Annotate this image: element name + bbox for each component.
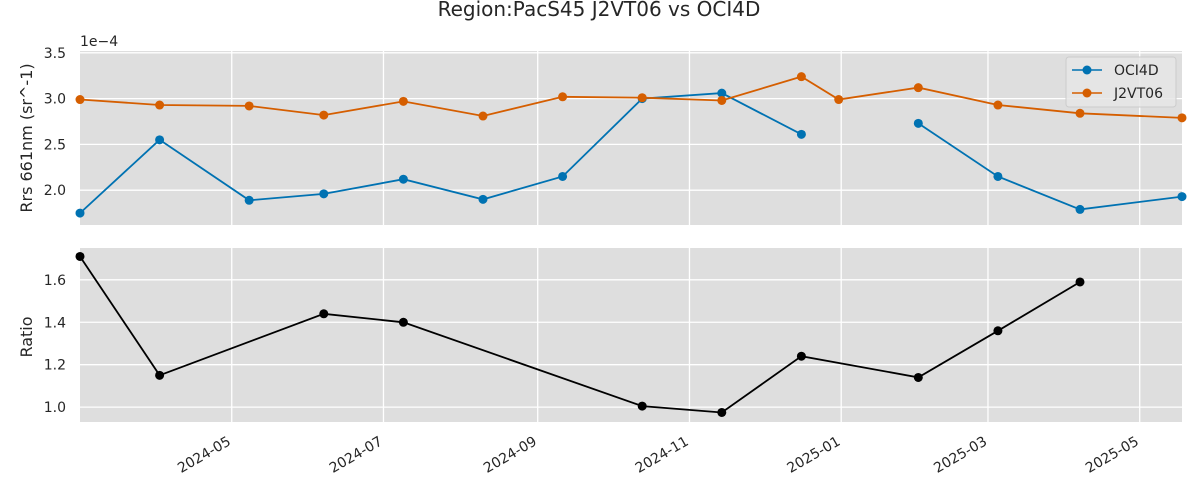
legend-marker-oci4d	[1082, 65, 1092, 75]
top-point-oci4d	[319, 189, 329, 199]
bot-point-series-0	[1075, 277, 1085, 287]
top-point-j2vt06	[637, 93, 647, 103]
top-plot-area	[80, 51, 1182, 225]
top-point-j2vt06	[478, 111, 488, 121]
bottom-y-ticks: 1.0 1.2 1.4 1.6	[44, 273, 66, 416]
top-point-oci4d	[913, 118, 923, 128]
x-tick-label: 2025-03	[931, 434, 990, 477]
top-y-ticks: 2.0 2.5 3.0 3.5	[44, 46, 66, 199]
top-point-j2vt06	[398, 96, 408, 106]
x-tick-label: 2025-01	[785, 434, 844, 477]
top-point-j2vt06	[1177, 113, 1187, 123]
bot-point-series-0	[993, 326, 1003, 336]
y-scale-label: 1e−4	[80, 34, 118, 50]
top-series	[75, 72, 1187, 218]
top-point-oci4d	[244, 195, 254, 205]
top-point-j2vt06	[717, 95, 727, 105]
top-point-oci4d	[155, 135, 165, 145]
top-point-j2vt06	[834, 95, 844, 105]
legend: OCI4D J2VT06	[1065, 56, 1177, 108]
top-panel: 2.0 2.5 3.0 3.5 1e−4 Rrs 661nm (sr^-1) OCI4…	[17, 34, 1187, 225]
x-tick-label: 2024-09	[481, 434, 540, 477]
top-point-oci4d	[75, 208, 85, 218]
bot-point-series-0	[717, 407, 727, 417]
bottom-series	[75, 251, 1085, 417]
top-point-j2vt06	[155, 100, 165, 110]
x-ticks: 2024-05 2024-07 2024-09 2024-11 2025-01 2025-…	[175, 434, 1142, 477]
top-line-oci4d	[917, 122, 1183, 211]
top-point-oci4d	[558, 171, 568, 181]
x-tick-label: 2024-07	[327, 434, 386, 477]
bot-point-series-0	[913, 372, 923, 382]
x-tick-label: 2024-11	[633, 434, 692, 477]
bot-line-series-0	[79, 255, 1081, 414]
chart-title: Region:PacS45 J2VT06 vs OCI4D	[438, 0, 761, 21]
top-point-oci4d	[478, 194, 488, 204]
top-y-tick-label: 2.0	[44, 183, 66, 199]
bot-point-series-0	[637, 401, 647, 411]
legend-marker-j2vt06	[1082, 88, 1092, 98]
bot-y-tick-label: 1.4	[44, 315, 66, 331]
top-y-tick-label: 3.0	[44, 92, 66, 108]
top-point-oci4d	[1075, 204, 1085, 214]
bot-y-tick-label: 1.0	[44, 400, 66, 416]
bottom-y-axis-label: Ratio	[17, 316, 36, 357]
bot-point-series-0	[398, 317, 408, 327]
bottom-panel: 1.0 1.2 1.4 1.6 2024-05 2024-07 2024-09 2024-1…	[17, 248, 1182, 477]
bot-y-tick-label: 1.6	[44, 273, 66, 289]
bot-point-series-0	[75, 251, 85, 261]
top-point-oci4d	[1177, 192, 1187, 202]
top-point-j2vt06	[75, 95, 85, 105]
top-point-j2vt06	[993, 100, 1003, 110]
top-point-j2vt06	[244, 101, 254, 111]
top-point-oci4d	[717, 88, 727, 98]
top-point-j2vt06	[913, 83, 923, 93]
legend-label-oci4d: OCI4D	[1114, 63, 1159, 79]
bot-point-series-0	[155, 370, 165, 380]
bot-point-series-0	[319, 309, 329, 319]
top-point-j2vt06	[1075, 108, 1085, 118]
top-point-j2vt06	[796, 72, 806, 82]
top-y-tick-label: 2.5	[44, 137, 66, 153]
bottom-plot-area	[80, 248, 1182, 422]
top-y-axis-label: Rrs 661nm (sr^-1)	[17, 63, 36, 212]
top-point-oci4d	[398, 174, 408, 184]
top-grid	[80, 51, 1182, 225]
top-y-tick-label: 3.5	[44, 46, 66, 62]
top-line-oci4d	[79, 92, 802, 214]
x-tick-label: 2025-05	[1083, 434, 1142, 477]
bot-y-tick-label: 1.2	[44, 358, 66, 374]
top-point-oci4d	[993, 171, 1003, 181]
bottom-grid	[80, 248, 1182, 422]
top-point-j2vt06	[319, 110, 329, 120]
legend-label-j2vt06: J2VT06	[1113, 86, 1163, 102]
top-point-oci4d	[796, 129, 806, 139]
top-point-j2vt06	[558, 92, 568, 102]
x-tick-label: 2024-05	[175, 434, 234, 477]
bot-point-series-0	[796, 351, 806, 361]
